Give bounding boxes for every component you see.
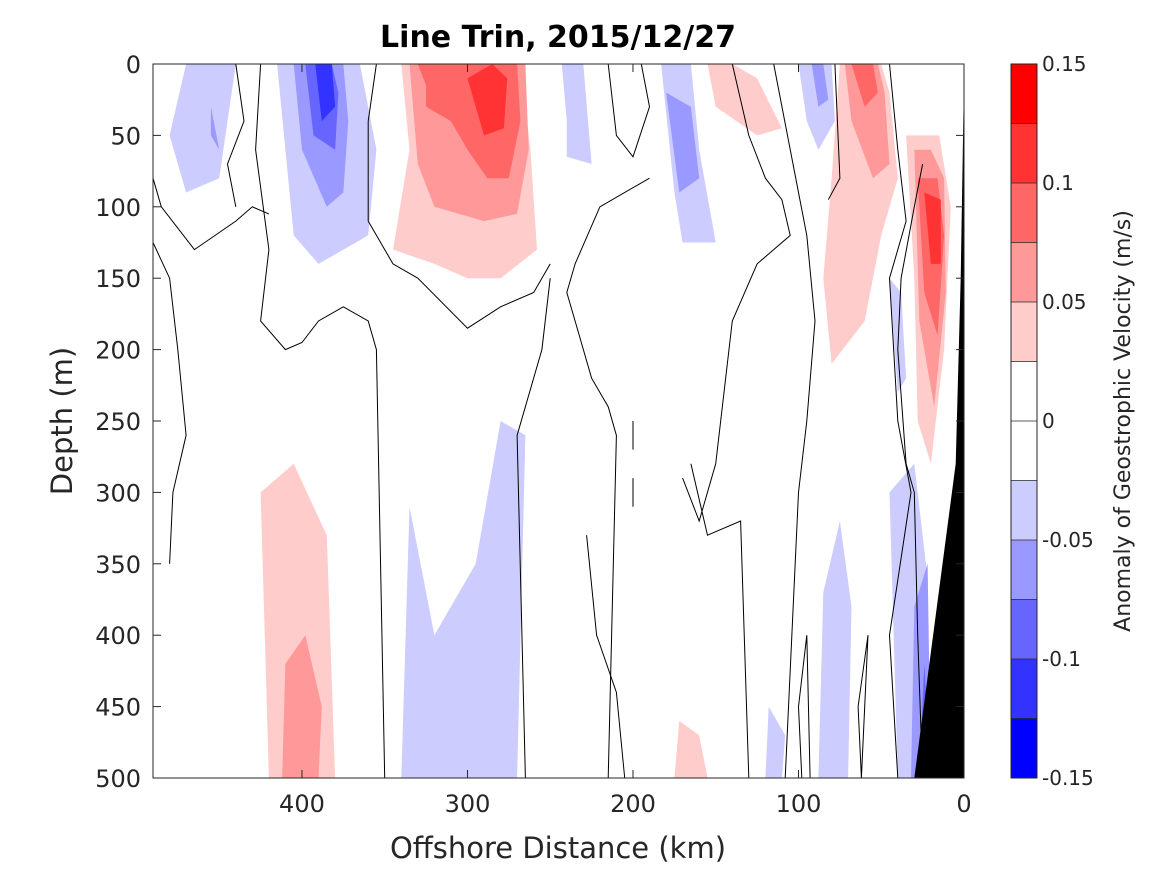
y-axis-label: Depth (m) [45, 347, 79, 495]
zero-contour-line [516, 278, 551, 779]
plot-area [169, 64, 951, 778]
colorbar-tick-label: 0.05 [1042, 290, 1087, 314]
x-tick-label: 400 [279, 790, 325, 818]
contour-fill-region [169, 64, 236, 193]
contour-fill-region [666, 92, 700, 193]
y-axis: 0 50 100 150 200 250 300 350 400 450 500 [95, 51, 964, 793]
y-tick-label: 150 [95, 265, 141, 293]
zero-contour-line [152, 178, 270, 251]
colorbar-label: Anomaly of Geostrophic Velocity (m/s) [1111, 210, 1136, 632]
zero-contour-line [690, 463, 750, 779]
y-tick-label: 100 [95, 194, 141, 222]
colorbar-band [1011, 123, 1037, 183]
contour-fill-region [467, 64, 508, 136]
contour-fill-region [851, 64, 878, 107]
contour-fill-region [924, 192, 941, 264]
y-tick-label: 350 [95, 551, 141, 579]
contour-fill-region [844, 64, 890, 179]
contour-fill-region [674, 720, 708, 778]
contour-fill-region [818, 521, 852, 778]
zero-contour-line [152, 242, 187, 564]
y-tick-label: 500 [95, 765, 141, 793]
contour-fill-region [401, 421, 526, 778]
y-tick-label: 400 [95, 622, 141, 650]
contour-fill-region [210, 106, 220, 150]
contour-fill-region [417, 64, 460, 107]
zero-contour-line [226, 63, 245, 207]
zero-contour-line [682, 63, 791, 523]
contour-fill-region [282, 635, 322, 778]
contour-fill-region [315, 64, 336, 122]
y-tick-label: 0 [126, 51, 141, 79]
zero-contour-line [773, 63, 816, 779]
colorbar-band [1011, 480, 1037, 540]
contour-fill-region [765, 706, 786, 778]
seafloor [914, 78, 964, 779]
colorbar-band [1011, 242, 1037, 302]
contour-fill-region [707, 64, 782, 136]
contour-fill-region [561, 64, 592, 164]
colorbar-band [1011, 659, 1037, 719]
colorbar-tick-label: 0.15 [1042, 52, 1087, 76]
colorbar-tick-label: -0.1 [1042, 647, 1081, 671]
x-tick-label: 0 [956, 790, 971, 818]
colorbar-band [1011, 183, 1037, 243]
zero-contour-line [367, 63, 551, 329]
zero-contour-line [857, 635, 869, 779]
x-tick-label: 200 [610, 790, 656, 818]
zero-contour-line [566, 177, 650, 779]
x-tick-label: 300 [445, 790, 491, 818]
colorbar-tick-label: 0 [1042, 409, 1055, 433]
zero-contour-line [897, 163, 924, 779]
y-tick-label: 200 [95, 337, 141, 365]
colorbar-tick-label: 0.1 [1042, 171, 1074, 195]
contour-fill-region [889, 278, 907, 393]
zero-contour-line [586, 535, 626, 779]
bathymetry [914, 78, 964, 779]
colorbar-tick-label: -0.05 [1042, 528, 1094, 552]
y-tick-label: 250 [95, 408, 141, 436]
colorbar-band [1011, 64, 1037, 124]
chart-title: Line Trin, 2015/12/27 [380, 20, 736, 55]
colorbar-band [1011, 718, 1037, 778]
zero-contours [152, 63, 924, 779]
colorbar-tick-label: -0.15 [1042, 766, 1094, 790]
y-tick-label: 50 [110, 122, 141, 150]
colorbar: 0.15 0.1 0.05 0 -0.05 -0.1 -0.15 [1010, 52, 1094, 790]
x-axis: 400 300 200 100 0 [279, 64, 972, 818]
zero-contour-line [888, 63, 912, 779]
zero-contour-line [607, 63, 651, 158]
x-axis-label: Offshore Distance (km) [390, 831, 726, 865]
y-tick-label: 300 [95, 479, 141, 507]
x-tick-label: 100 [776, 790, 822, 818]
colorbar-band [1011, 302, 1037, 362]
zero-contour-line [255, 63, 386, 779]
colorbar-band [1011, 599, 1037, 659]
zero-contour-line [827, 63, 841, 200]
zero-contour-line [797, 635, 811, 779]
contour-fill-region [811, 64, 829, 107]
y-tick-label: 450 [95, 694, 141, 722]
colorbar-band [1011, 540, 1037, 600]
